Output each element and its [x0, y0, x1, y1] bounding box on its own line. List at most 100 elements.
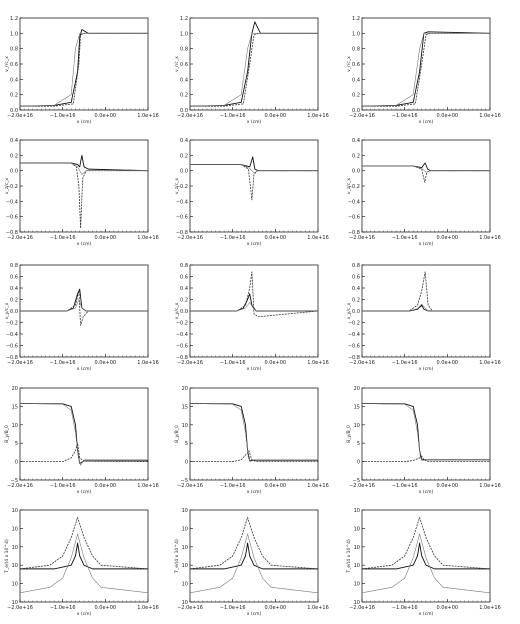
y-axis-label: T_e/(4 x 10^4) — [174, 539, 180, 574]
x-axis-label: x (cm) — [247, 119, 262, 125]
y-axis-label: v_z/c_x — [174, 178, 180, 195]
y-tick-label: 0.8 — [352, 47, 360, 53]
series-line-solid — [362, 31, 490, 107]
x-tick-label: 0.0e+00 — [95, 113, 117, 119]
x-axis-label: x (cm) — [419, 366, 434, 372]
y-tick-label: 0.4 — [352, 138, 360, 144]
series-line-light — [362, 33, 490, 107]
x-tick-label: 1.0e+16 — [137, 605, 159, 611]
x-axis-label: x (cm) — [247, 366, 262, 372]
y-tick-label: 0.4 — [180, 286, 188, 292]
series-line-solid — [20, 154, 148, 172]
y-tick-label: 20 — [182, 386, 188, 392]
plot-frame — [19, 509, 149, 603]
y-tick-label: −0.6 — [6, 344, 18, 350]
y-tick-label: 10 — [182, 545, 188, 551]
y-tick-label: 5 — [185, 441, 188, 447]
x-tick-label: 1.0e+16 — [479, 360, 501, 366]
y-tick-label: 10 — [354, 563, 360, 569]
y-tick-label: −0.6 — [348, 215, 360, 221]
x-tick-label: 1.0e+16 — [307, 360, 329, 366]
y-tick-label: 0.2 — [10, 298, 18, 304]
y-tick-label: 1.2 — [10, 16, 18, 22]
y-tick-label: −0.4 — [348, 199, 360, 205]
y-tick-label: 10 — [354, 600, 360, 606]
x-axis-label: x (cm) — [247, 611, 262, 617]
series-line-light — [362, 303, 490, 312]
y-tick-label: 0 — [357, 460, 360, 466]
series-line-light — [20, 403, 148, 466]
y-axis-label: T_e/(4 x 10^4) — [346, 539, 352, 574]
y-tick-label: 10 — [12, 423, 18, 429]
y-tick-label: 0.2 — [10, 153, 18, 159]
y-tick-label: 1.0 — [352, 31, 360, 37]
x-axis-label: x (cm) — [77, 241, 92, 247]
y-tick-label: 10 — [12, 563, 18, 569]
y-tick-label: 10 — [12, 508, 18, 514]
series-line-solid — [190, 403, 318, 462]
y-tick-label: −0.8 — [6, 355, 18, 361]
series-line-dash — [362, 455, 490, 463]
x-tick-label: 0.0e+00 — [95, 360, 117, 366]
series-line-dash — [190, 516, 318, 570]
series-line-light — [20, 299, 148, 312]
subplot-r1-c2: −0.8 −0.6 −0.4 −0.2 0.0 0.2 0.4 −2.0e+16 −1.0e+1… — [346, 138, 501, 247]
y-tick-label: 10 — [354, 508, 360, 514]
y-tick-label: −0.4 — [348, 332, 360, 338]
x-tick-label: −1.0e+16 — [392, 605, 418, 611]
y-tick-label: 10 — [12, 582, 18, 588]
series-line-dash — [20, 32, 148, 107]
y-tick-label: 0.2 — [10, 93, 18, 99]
y-tick-label: 0.6 — [180, 275, 188, 281]
y-tick-label: −0.4 — [6, 332, 18, 338]
x-tick-label: −1.0e+16 — [220, 483, 246, 489]
series-line-solid — [190, 156, 318, 172]
series-line-light — [190, 403, 318, 462]
y-axis-label: v_y/c_x — [174, 302, 180, 319]
plot-frame — [361, 509, 491, 603]
series-line-solid — [362, 403, 490, 461]
y-tick-label: 0.0 — [180, 108, 188, 114]
x-tick-label: 1.0e+16 — [137, 235, 159, 241]
y-tick-label: 0.6 — [180, 62, 188, 68]
x-tick-label: 0.0e+00 — [437, 605, 459, 611]
y-tick-label: −0.8 — [348, 355, 360, 361]
y-tick-label: 0.2 — [352, 298, 360, 304]
x-tick-label: 1.0e+16 — [307, 483, 329, 489]
y-tick-label: −0.6 — [6, 215, 18, 221]
y-tick-label: 0.2 — [352, 153, 360, 159]
y-tick-label: 10 — [354, 582, 360, 588]
series-line-dash — [190, 271, 318, 318]
x-axis-label: x (cm) — [247, 241, 262, 247]
y-tick-label: 0.0 — [10, 108, 18, 114]
plot-frame — [19, 387, 149, 481]
x-tick-label: −2.0e+16 — [349, 113, 375, 119]
y-tick-label: 15 — [354, 404, 360, 410]
y-tick-label: 0.8 — [180, 47, 188, 53]
y-tick-label: 20 — [12, 386, 18, 392]
series-line-solid — [20, 403, 148, 464]
y-axis-label: v_r/c_x — [174, 56, 180, 72]
y-tick-label: 0.6 — [352, 275, 360, 281]
x-tick-label: −2.0e+16 — [7, 235, 33, 241]
plot-frame — [361, 17, 491, 111]
series-line-dash — [362, 516, 490, 570]
subplot-r2-c0: −0.8 −0.6 −0.4 −0.2 0.0 0.2 0.4 0.6 0.8 −2.0e+16 −… — [4, 263, 159, 372]
y-tick-label: 0.6 — [10, 275, 18, 281]
y-tick-label: 10 — [182, 423, 188, 429]
y-axis-label: T_e/(4 x 10^4) — [4, 539, 10, 574]
x-tick-label: −2.0e+16 — [177, 605, 203, 611]
x-tick-label: −1.0e+16 — [50, 360, 76, 366]
y-tick-label: 0.2 — [352, 93, 360, 99]
x-tick-label: 0.0e+00 — [95, 235, 117, 241]
x-tick-label: 1.0e+16 — [137, 483, 159, 489]
y-tick-label: 1.2 — [180, 16, 188, 22]
series-line-light — [190, 302, 318, 312]
x-tick-label: −1.0e+16 — [392, 113, 418, 119]
series-line-light — [190, 164, 318, 174]
y-tick-label: 5 — [15, 441, 18, 447]
x-axis-label: x (cm) — [419, 119, 434, 125]
y-tick-label: −0.6 — [176, 215, 188, 221]
series-line-light — [20, 162, 148, 175]
